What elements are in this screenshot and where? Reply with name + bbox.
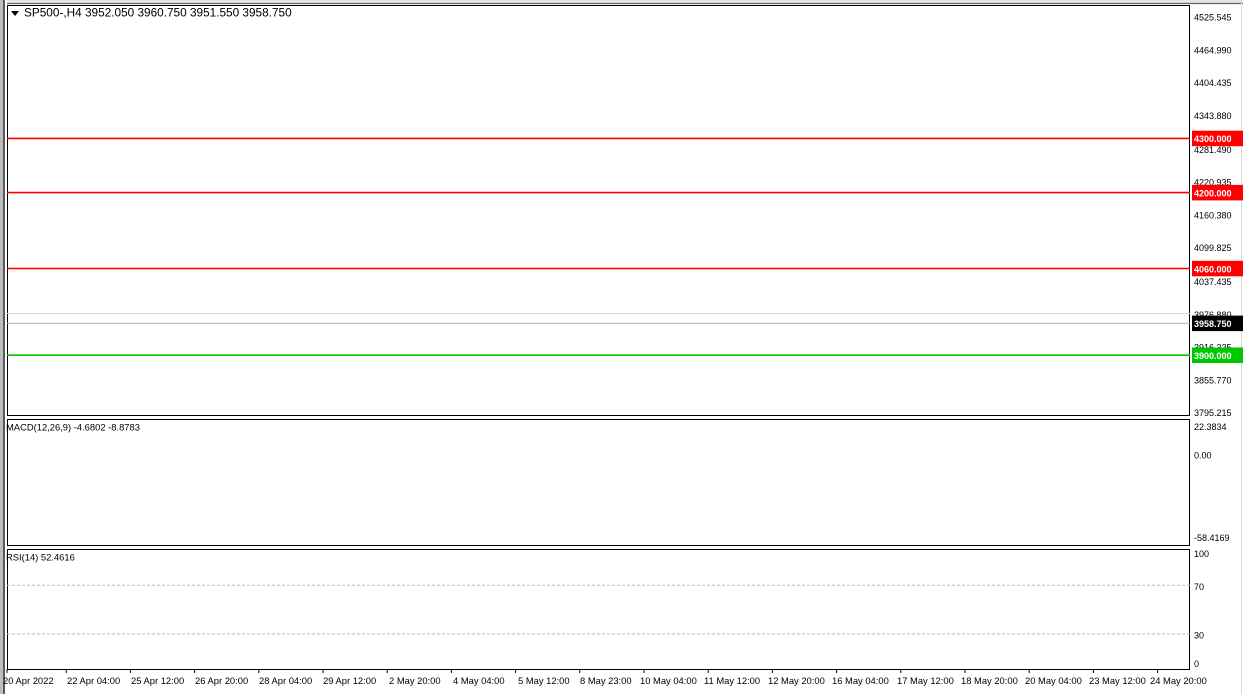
- svg-text:4037.435: 4037.435: [1194, 277, 1232, 287]
- svg-text:23 May 12:00: 23 May 12:00: [1089, 675, 1146, 686]
- svg-text:4281.490: 4281.490: [1194, 145, 1232, 155]
- svg-text:29 Apr 12:00: 29 Apr 12:00: [323, 675, 376, 686]
- svg-text:2 May 20:00: 2 May 20:00: [389, 675, 441, 686]
- svg-text:4464.990: 4464.990: [1194, 45, 1232, 55]
- svg-text:22 Apr 04:00: 22 Apr 04:00: [67, 675, 120, 686]
- svg-text:12 May 20:00: 12 May 20:00: [768, 675, 825, 686]
- svg-text:4 May 04:00: 4 May 04:00: [453, 675, 505, 686]
- svg-text:11 May 12:00: 11 May 12:00: [704, 675, 760, 686]
- svg-text:26 Apr 20:00: 26 Apr 20:00: [195, 675, 248, 686]
- svg-text:20 May 04:00: 20 May 04:00: [1025, 675, 1082, 686]
- svg-text:8 May 23:00: 8 May 23:00: [580, 675, 632, 686]
- svg-text:4200.000: 4200.000: [1194, 188, 1232, 198]
- svg-text:22.3834: 22.3834: [1194, 422, 1227, 432]
- svg-text:28 Apr 04:00: 28 Apr 04:00: [259, 675, 312, 686]
- svg-text:4343.880: 4343.880: [1194, 111, 1232, 121]
- svg-text:4160.380: 4160.380: [1194, 210, 1232, 220]
- svg-text:4099.825: 4099.825: [1194, 243, 1232, 253]
- svg-text:24 May 20:00: 24 May 20:00: [1150, 675, 1207, 686]
- svg-text:5 May 12:00: 5 May 12:00: [518, 675, 570, 686]
- svg-text:17 May 12:00: 17 May 12:00: [897, 675, 954, 686]
- svg-text:RSI(14) 52.4616: RSI(14) 52.4616: [6, 552, 75, 563]
- svg-text:MACD(12,26,9) -4.6802 -8.8783: MACD(12,26,9) -4.6802 -8.8783: [6, 422, 140, 433]
- svg-text:3855.770: 3855.770: [1194, 375, 1232, 385]
- svg-text:18 May 20:00: 18 May 20:00: [961, 675, 1018, 686]
- svg-text:4060.000: 4060.000: [1194, 264, 1232, 274]
- svg-text:4404.435: 4404.435: [1194, 78, 1232, 88]
- svg-text:16 May 04:00: 16 May 04:00: [832, 675, 889, 686]
- svg-text:3958.750: 3958.750: [1194, 319, 1232, 329]
- svg-text:70: 70: [1194, 582, 1204, 592]
- svg-text:10 May 04:00: 10 May 04:00: [640, 675, 697, 686]
- svg-text:-58.4169: -58.4169: [1194, 533, 1230, 543]
- svg-text:SP500-,H4 3952.050 3960.750 3: SP500-,H4 3952.050 3960.750 3951.550 395…: [24, 6, 292, 20]
- svg-text:3795.215: 3795.215: [1194, 408, 1232, 418]
- svg-text:3900.000: 3900.000: [1194, 351, 1232, 361]
- svg-text:0: 0: [1194, 659, 1199, 669]
- svg-text:20 Apr 2022: 20 Apr 2022: [3, 675, 54, 686]
- svg-text:4525.545: 4525.545: [1194, 13, 1232, 23]
- svg-text:30: 30: [1194, 630, 1204, 640]
- svg-text:100: 100: [1194, 549, 1209, 559]
- svg-text:4300.000: 4300.000: [1194, 134, 1232, 144]
- svg-text:25 Apr 12:00: 25 Apr 12:00: [131, 675, 184, 686]
- svg-text:0.00: 0.00: [1194, 451, 1212, 461]
